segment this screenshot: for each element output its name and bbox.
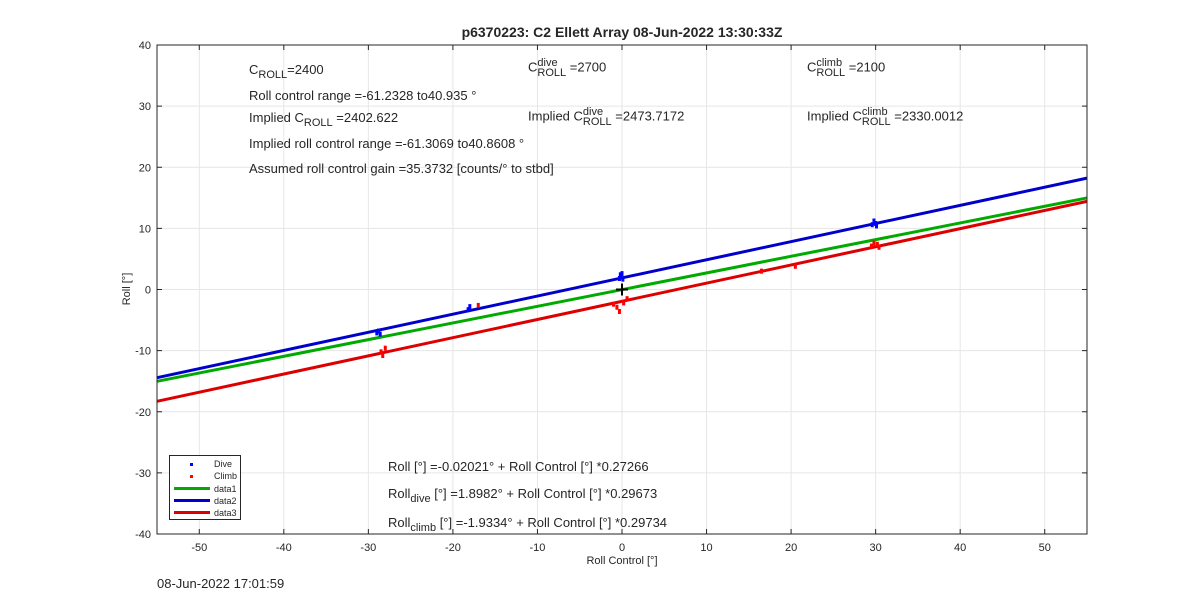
data-point-dive xyxy=(872,218,876,224)
y-tick-label: 40 xyxy=(139,40,151,52)
legend-label-dive: Dive xyxy=(214,459,233,469)
roll-control-range-text: Roll control range =-61.2328 to40.935 ° xyxy=(249,88,477,103)
x-tick-label: -50 xyxy=(191,542,207,554)
chart-title: p6370223: C2 Ellett Array 08-Jun-2022 13… xyxy=(461,24,783,40)
data-point-climb xyxy=(383,345,387,351)
data-point-climb xyxy=(622,300,626,306)
x-tick-label: 20 xyxy=(785,542,797,554)
fit-all-equation: Roll [°] =-0.02021° + Roll Control [°] *… xyxy=(388,459,649,474)
x-tick-label: 10 xyxy=(700,542,712,554)
fit-climb-equation: Rollclimb [°] =-1.9334° + Roll Control [… xyxy=(388,515,668,534)
legend-label-data1: data1 xyxy=(214,484,237,494)
data-point-climb xyxy=(381,353,385,359)
footer-timestamp: 08-Jun-2022 17:01:59 xyxy=(157,576,285,591)
data-point-climb xyxy=(379,349,383,355)
fit-dive-equation: Rolldive [°] =1.8982° + Roll Control [°]… xyxy=(388,486,658,505)
legend-swatch-dive xyxy=(190,463,193,466)
legend-item-data3: data3 xyxy=(170,507,242,519)
data-point-climb xyxy=(625,296,629,302)
data-point-dive xyxy=(870,222,874,228)
data-point-climb xyxy=(877,244,881,250)
data-point-dive xyxy=(468,304,472,310)
y-tick-label: -40 xyxy=(135,529,151,541)
data-point-climb xyxy=(612,301,616,307)
data-point-climb xyxy=(793,263,797,269)
data-point-climb xyxy=(615,304,619,310)
x-axis-label: Roll Control [°] xyxy=(586,555,658,567)
data-point-climb xyxy=(869,243,873,249)
data-point-dive xyxy=(620,271,624,277)
implied-range-text: Implied roll control range =-61.3069 to4… xyxy=(249,136,525,151)
legend-item-climb: Climb xyxy=(170,470,242,482)
data-point-dive xyxy=(466,307,470,313)
data-point-climb xyxy=(476,302,480,308)
y-tick-label: 0 xyxy=(145,285,151,297)
data-point-dive xyxy=(874,223,878,229)
legend-item-data2: data2 xyxy=(170,495,242,507)
x-tick-label: 40 xyxy=(954,542,966,554)
x-tick-label: 50 xyxy=(1039,542,1051,554)
legend-label-data2: data2 xyxy=(214,496,237,506)
y-tick-label: -30 xyxy=(135,468,151,480)
x-tick-label: -30 xyxy=(360,542,376,554)
y-tick-label: 10 xyxy=(139,223,151,235)
data-point-dive xyxy=(378,331,382,337)
implied-c-roll-annotation: Implied CROLL =2402.622 xyxy=(249,110,399,129)
legend: Dive Climb data1 data2 data3 xyxy=(169,455,241,520)
x-tick-label: -10 xyxy=(530,542,546,554)
x-tick-label: 30 xyxy=(870,542,882,554)
x-tick-label: 0 xyxy=(619,542,625,554)
y-axis-label: Roll [°] xyxy=(121,272,133,306)
legend-swatch-data2 xyxy=(174,499,210,502)
legend-item-dive: Dive xyxy=(170,458,242,470)
data-point-dive xyxy=(621,276,625,282)
series-line-data3 xyxy=(156,199,1088,403)
x-tick-label: -20 xyxy=(445,542,461,554)
legend-swatch-data3 xyxy=(174,511,210,514)
y-tick-label: -20 xyxy=(135,407,151,419)
data-point-dive xyxy=(617,275,621,281)
legend-swatch-climb xyxy=(190,475,193,478)
data-point-dive xyxy=(377,328,381,334)
assumed-gain-text: Assumed roll control gain =35.3732 [coun… xyxy=(249,161,554,176)
y-tick-label: 30 xyxy=(139,101,151,113)
data-point-climb xyxy=(875,241,879,247)
data-point-dive xyxy=(619,274,623,280)
y-tick-label: -10 xyxy=(135,346,151,358)
data-point-dive xyxy=(375,330,379,336)
data-point-climb xyxy=(760,268,763,274)
c-roll-annotation: CROLL=2400 xyxy=(249,62,324,81)
x-tick-label: -40 xyxy=(276,542,292,554)
legend-item-data1: data1 xyxy=(170,483,242,495)
data-point-climb xyxy=(617,309,621,315)
legend-label-climb: Climb xyxy=(214,471,238,481)
legend-label-data3: data3 xyxy=(214,508,237,518)
data-point-climb xyxy=(872,240,876,246)
y-tick-label: 20 xyxy=(139,162,151,174)
legend-swatch-data1 xyxy=(174,487,210,490)
